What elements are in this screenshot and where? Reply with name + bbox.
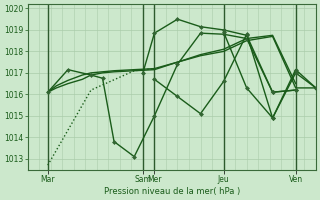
X-axis label: Pression niveau de la mer( hPa ): Pression niveau de la mer( hPa ) [104,187,240,196]
